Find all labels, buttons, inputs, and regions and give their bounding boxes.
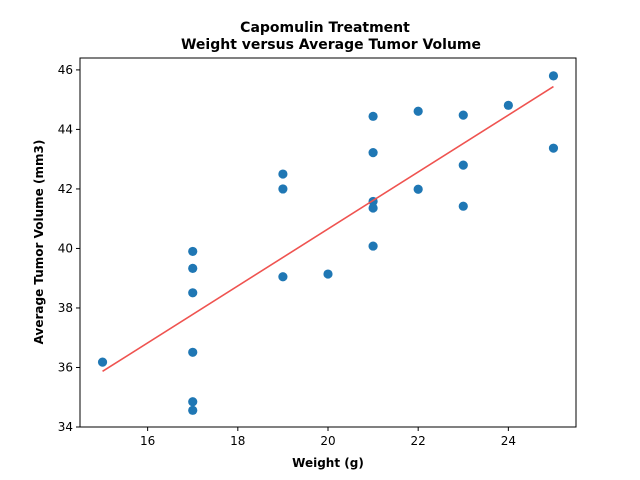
data-point-9: [278, 272, 288, 282]
y-tick-label-3: 40: [58, 241, 73, 255]
x-tick-label-1: 18: [230, 434, 245, 448]
y-axis-ticks: 34 36 38 40 42 44 46: [58, 63, 80, 434]
x-axis-ticks: 16 18 20 22 24: [140, 427, 516, 448]
y-tick-label-0: 34: [58, 420, 73, 434]
data-point-7: [278, 169, 288, 179]
chart-title-line-1: Capomulin Treatment: [240, 20, 410, 36]
data-point-8: [278, 184, 288, 194]
data-point-6: [188, 405, 198, 415]
chart-title-line-2: Weight versus Average Tumor Volume: [181, 37, 481, 53]
data-point-19: [458, 160, 468, 170]
axes-frame: [79, 57, 577, 428]
data-point-22: [548, 71, 559, 81]
y-tick-label-1: 36: [58, 360, 73, 374]
y-tick-label-4: 42: [58, 182, 73, 196]
x-axis-label: Weight (g): [292, 456, 364, 470]
data-point-23: [548, 143, 559, 153]
data-point-16: [413, 106, 423, 116]
data-point-15: [368, 241, 378, 251]
data-point-2: [188, 263, 198, 273]
data-point-0: [97, 357, 108, 367]
x-tick-label-2: 20: [320, 434, 335, 448]
x-tick-label-3: 22: [411, 434, 426, 448]
y-tick-label-6: 46: [58, 63, 73, 77]
y-tick-label-5: 44: [58, 122, 73, 136]
y-tick-label-2: 38: [58, 301, 73, 315]
data-point-17: [413, 184, 423, 194]
data-point-14: [368, 203, 378, 213]
x-tick-label-4: 24: [501, 434, 516, 448]
data-point-4: [188, 347, 198, 357]
data-point-20: [458, 201, 468, 211]
data-point-12: [368, 148, 378, 158]
data-point-5: [188, 397, 198, 407]
data-point-1: [188, 246, 198, 257]
data-point-3: [188, 288, 198, 298]
data-point-11: [368, 111, 378, 121]
regression-line: [102, 85, 554, 373]
plot-area: [97, 71, 559, 415]
x-tick-label-0: 16: [140, 434, 155, 448]
data-point-10: [323, 269, 333, 279]
data-point-21: [503, 100, 513, 110]
y-axis-label: Average Tumor Volume (mm3): [32, 140, 46, 345]
data-point-18: [458, 110, 468, 120]
